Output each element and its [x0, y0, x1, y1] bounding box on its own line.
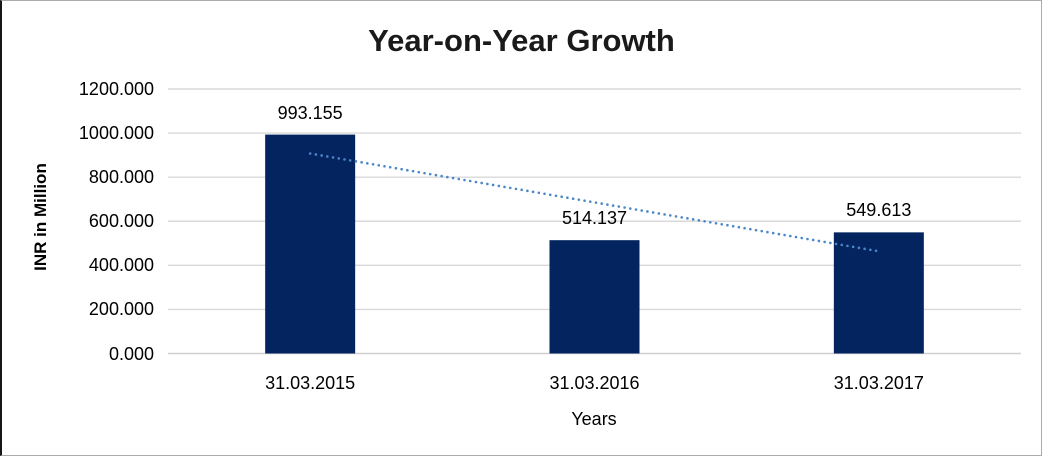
bar-value-label: 549.613: [846, 200, 912, 221]
y-tick-label: 800.000: [88, 167, 154, 188]
bar-value-label: 514.137: [561, 208, 628, 229]
y-tick-label: 0.000: [108, 343, 154, 364]
y-tick-label: 1000.000: [78, 123, 154, 144]
y-tick-label: 200.000: [88, 299, 154, 320]
y-tick-label: 600.000: [88, 211, 154, 232]
bar: [549, 240, 640, 354]
chart-title: Year-on-Year Growth: [368, 23, 675, 58]
bar: [265, 134, 356, 354]
y-tick-label: 400.000: [88, 255, 154, 276]
x-tick-label: 31.03.2015: [265, 373, 356, 393]
y-tick-label: 1200.000: [78, 79, 154, 99]
trendline: [308, 152, 881, 253]
bar-value-label: 993.155: [277, 102, 343, 123]
x-axis-title: Years: [571, 409, 617, 429]
x-tick-label: 31.03.2016: [549, 373, 640, 393]
bar: [833, 232, 924, 354]
x-tick-label: 31.03.2017: [833, 373, 924, 393]
